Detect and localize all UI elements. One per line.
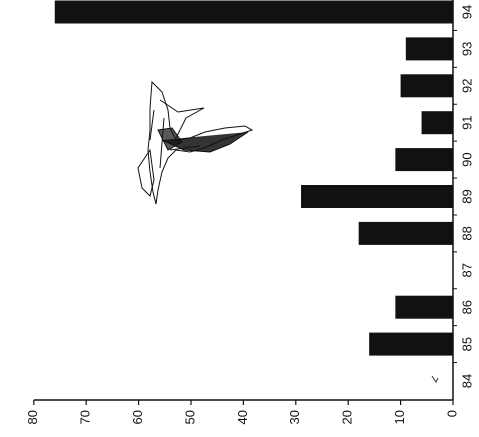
category-tick-label: 89 xyxy=(459,189,474,203)
value-tick-label: 50 xyxy=(182,410,197,424)
category-axis-ticks: 84 85 86 87 88 89 90 91 92 93 94 xyxy=(453,5,474,388)
category-tick-label: 86 xyxy=(459,300,474,314)
category-tick-label: 90 xyxy=(459,152,474,166)
category-tick-label: 91 xyxy=(459,115,474,129)
bar-88 xyxy=(358,221,453,245)
bar-93 xyxy=(405,37,453,61)
value-tick-label: 10 xyxy=(392,410,407,424)
bar-94 xyxy=(54,0,453,24)
bar-89 xyxy=(301,185,453,208)
category-tick-label: 88 xyxy=(459,226,474,240)
value-axis-ticks: 0 10 20 30 40 50 60 70 80 xyxy=(25,400,459,424)
bar-91 xyxy=(421,111,453,135)
bar-92 xyxy=(400,74,453,98)
category-tick-label: 94 xyxy=(459,5,474,19)
value-tick-label: 80 xyxy=(25,410,40,424)
category-tick-label: 92 xyxy=(459,79,474,93)
value-tick-label: 0 xyxy=(444,410,459,417)
bar-85 xyxy=(369,332,453,356)
small-mark-icon xyxy=(431,375,439,383)
value-tick-label: 20 xyxy=(340,410,355,424)
bar-90 xyxy=(395,148,453,172)
mosquito-illustration-icon xyxy=(137,80,254,205)
value-tick-label: 60 xyxy=(130,410,145,424)
value-tick-label: 70 xyxy=(78,410,93,424)
bar-86 xyxy=(395,295,453,319)
category-tick-label: 87 xyxy=(459,263,474,277)
value-tick-label: 40 xyxy=(235,410,250,424)
category-tick-label: 84 xyxy=(459,374,474,388)
chart-bars xyxy=(54,0,453,356)
category-tick-label: 93 xyxy=(459,42,474,56)
category-tick-label: 85 xyxy=(459,337,474,351)
value-tick-label: 30 xyxy=(287,410,302,424)
